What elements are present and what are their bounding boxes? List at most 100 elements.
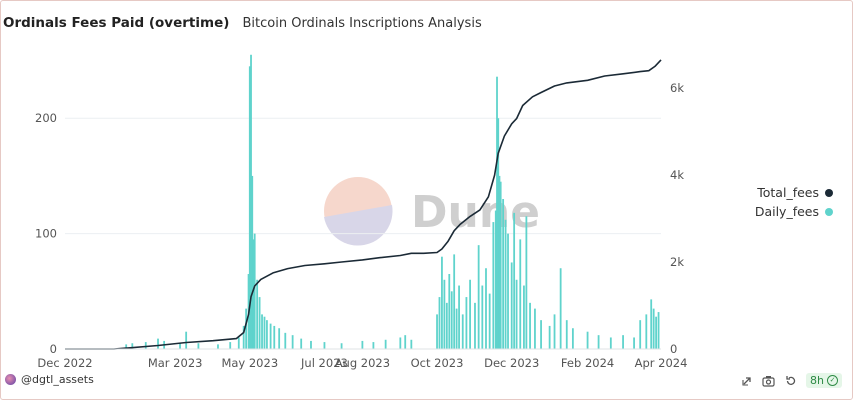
- daily-fees-bar: [529, 302, 531, 349]
- daily-fees-bar: [540, 320, 542, 349]
- x-tick-label: May 2023: [221, 356, 278, 370]
- refresh-status-badge[interactable]: 8h ✓: [806, 373, 842, 388]
- axes: 0 100 200 0 2k 4k 6k Dec 2022 Mar 2023 May 2023 Ju…: [35, 81, 687, 370]
- daily-fees-bar: [291, 335, 294, 349]
- chart-header: Ordinals Fees Paid (overtime) Bitcoin Or…: [3, 12, 482, 31]
- refresh-icon[interactable]: [784, 374, 797, 387]
- daily-fees-bar: [404, 335, 407, 349]
- daily-fees-bar: [453, 254, 456, 349]
- daily-fees-bar: [323, 342, 326, 349]
- footer-actions: 8h ✓: [740, 373, 842, 388]
- y-right-tick-label: 0: [670, 342, 677, 356]
- daily-fees-bar: [639, 320, 642, 349]
- daily-fees-bar: [258, 297, 261, 349]
- daily-fees-bar: [455, 308, 458, 349]
- daily-fees-bar: [261, 314, 263, 349]
- daily-fees-bar: [645, 314, 648, 349]
- daily-fees-bar: [469, 279, 471, 349]
- daily-fees-bar: [410, 339, 413, 349]
- daily-fees-bar: [185, 331, 188, 349]
- daily-fees-bar: [498, 175, 501, 349]
- camera-icon[interactable]: [762, 374, 775, 387]
- daily-fees-bar: [245, 308, 248, 349]
- daily-fees-bar: [284, 332, 287, 349]
- daily-fees-bar: [310, 340, 312, 349]
- author-link[interactable]: @dgtl_assets: [5, 373, 94, 386]
- legend-item-daily-fees[interactable]: Daily_fees: [721, 202, 833, 221]
- daily-fees-bar: [340, 343, 343, 349]
- daily-fees-bar: [269, 323, 272, 349]
- daily-fees-bar: [300, 338, 303, 349]
- y-right-tick-label: 6k: [670, 81, 684, 95]
- share-icon[interactable]: [740, 374, 753, 387]
- daily-fees-bar: [474, 302, 476, 349]
- daily-fees-bar: [492, 222, 495, 349]
- legend-label-daily-fees: Daily_fees: [754, 204, 819, 219]
- x-tick-label: Feb 2024: [561, 356, 614, 370]
- daily-fees-bar: [565, 320, 568, 349]
- daily-fees-bar: [252, 239, 255, 349]
- daily-fees-bar: [273, 325, 276, 349]
- daily-fees-bar: [553, 314, 556, 349]
- legend-dot-total-fees: [825, 188, 833, 197]
- watermark-circle-bottom: [324, 205, 393, 246]
- daily-fees-bar: [251, 175, 254, 349]
- daily-fees-bar: [657, 312, 660, 349]
- daily-fees-bar: [519, 239, 522, 349]
- daily-fees-bar: [633, 337, 635, 349]
- chart-title: Ordinals Fees Paid (overtime): [3, 15, 230, 31]
- daily-fees-bar: [263, 316, 266, 349]
- chart-subtitle: Bitcoin Ordinals Inscriptions Analysis: [242, 16, 482, 31]
- y-right-tick-label: 2k: [670, 255, 684, 269]
- x-tick-label: Dec 2023: [484, 356, 539, 370]
- daily-fees-bar: [559, 268, 562, 349]
- daily-fees-bar: [510, 262, 513, 349]
- x-tick-label: Oct 2023: [411, 356, 464, 370]
- daily-fees-bar: [125, 344, 128, 349]
- total-fees-series-line: [65, 59, 662, 350]
- y-left-tick-label: 200: [35, 111, 57, 125]
- daily-fees-bar: [436, 314, 438, 349]
- daily-fees-bar: [448, 274, 451, 349]
- daily-fees-bar: [458, 285, 460, 349]
- x-tick-label: Mar 2023: [148, 356, 203, 370]
- legend-item-total-fees[interactable]: Total_fees: [721, 183, 833, 202]
- daily-fees-bar: [399, 337, 402, 349]
- daily-fees-bar: [586, 331, 589, 349]
- total-fees-line: [65, 59, 662, 350]
- daily-fees-bar: [488, 293, 491, 349]
- check-circle-icon: ✓: [827, 375, 838, 386]
- daily-fees-bar: [217, 344, 219, 349]
- daily-fees-bar: [497, 118, 500, 349]
- y-left-tick-label: 100: [35, 227, 57, 241]
- daily-fees-bar: [515, 279, 518, 349]
- daily-fees-bar: [655, 316, 658, 349]
- author-avatar: [5, 374, 16, 385]
- daily-fees-bar: [461, 314, 464, 349]
- daily-fees-bar: [256, 279, 259, 349]
- x-tick-label: Jul 2023: [300, 356, 348, 370]
- daily-fees-bar: [571, 328, 574, 349]
- daily-fees-bar: [278, 328, 281, 349]
- daily-fees-bar: [445, 302, 448, 349]
- daily-fees-bar: [250, 54, 252, 350]
- daily-fees-bar: [253, 233, 256, 349]
- daily-fees-bar: [504, 219, 507, 349]
- daily-fees-bar: [465, 297, 468, 349]
- daily-fees-bar: [242, 325, 245, 349]
- daily-fees-bar: [477, 245, 480, 349]
- daily-fees-bar: [622, 335, 624, 349]
- gridlines: [65, 117, 661, 350]
- daily-fees-bar: [650, 299, 653, 349]
- daily-fees-bar: [438, 297, 441, 349]
- x-tick-label: Apr 2024: [635, 356, 688, 370]
- daily-fees-bar: [548, 325, 551, 349]
- daily-fees-bar: [609, 337, 612, 349]
- legend-label-total-fees: Total_fees: [757, 185, 819, 200]
- daily-fees-bar: [197, 343, 200, 349]
- daily-fees-bar: [496, 76, 498, 349]
- daily-fees-bar: [481, 285, 484, 349]
- daily-fees-bar: [237, 337, 240, 349]
- daily-fees-bar: [229, 342, 232, 349]
